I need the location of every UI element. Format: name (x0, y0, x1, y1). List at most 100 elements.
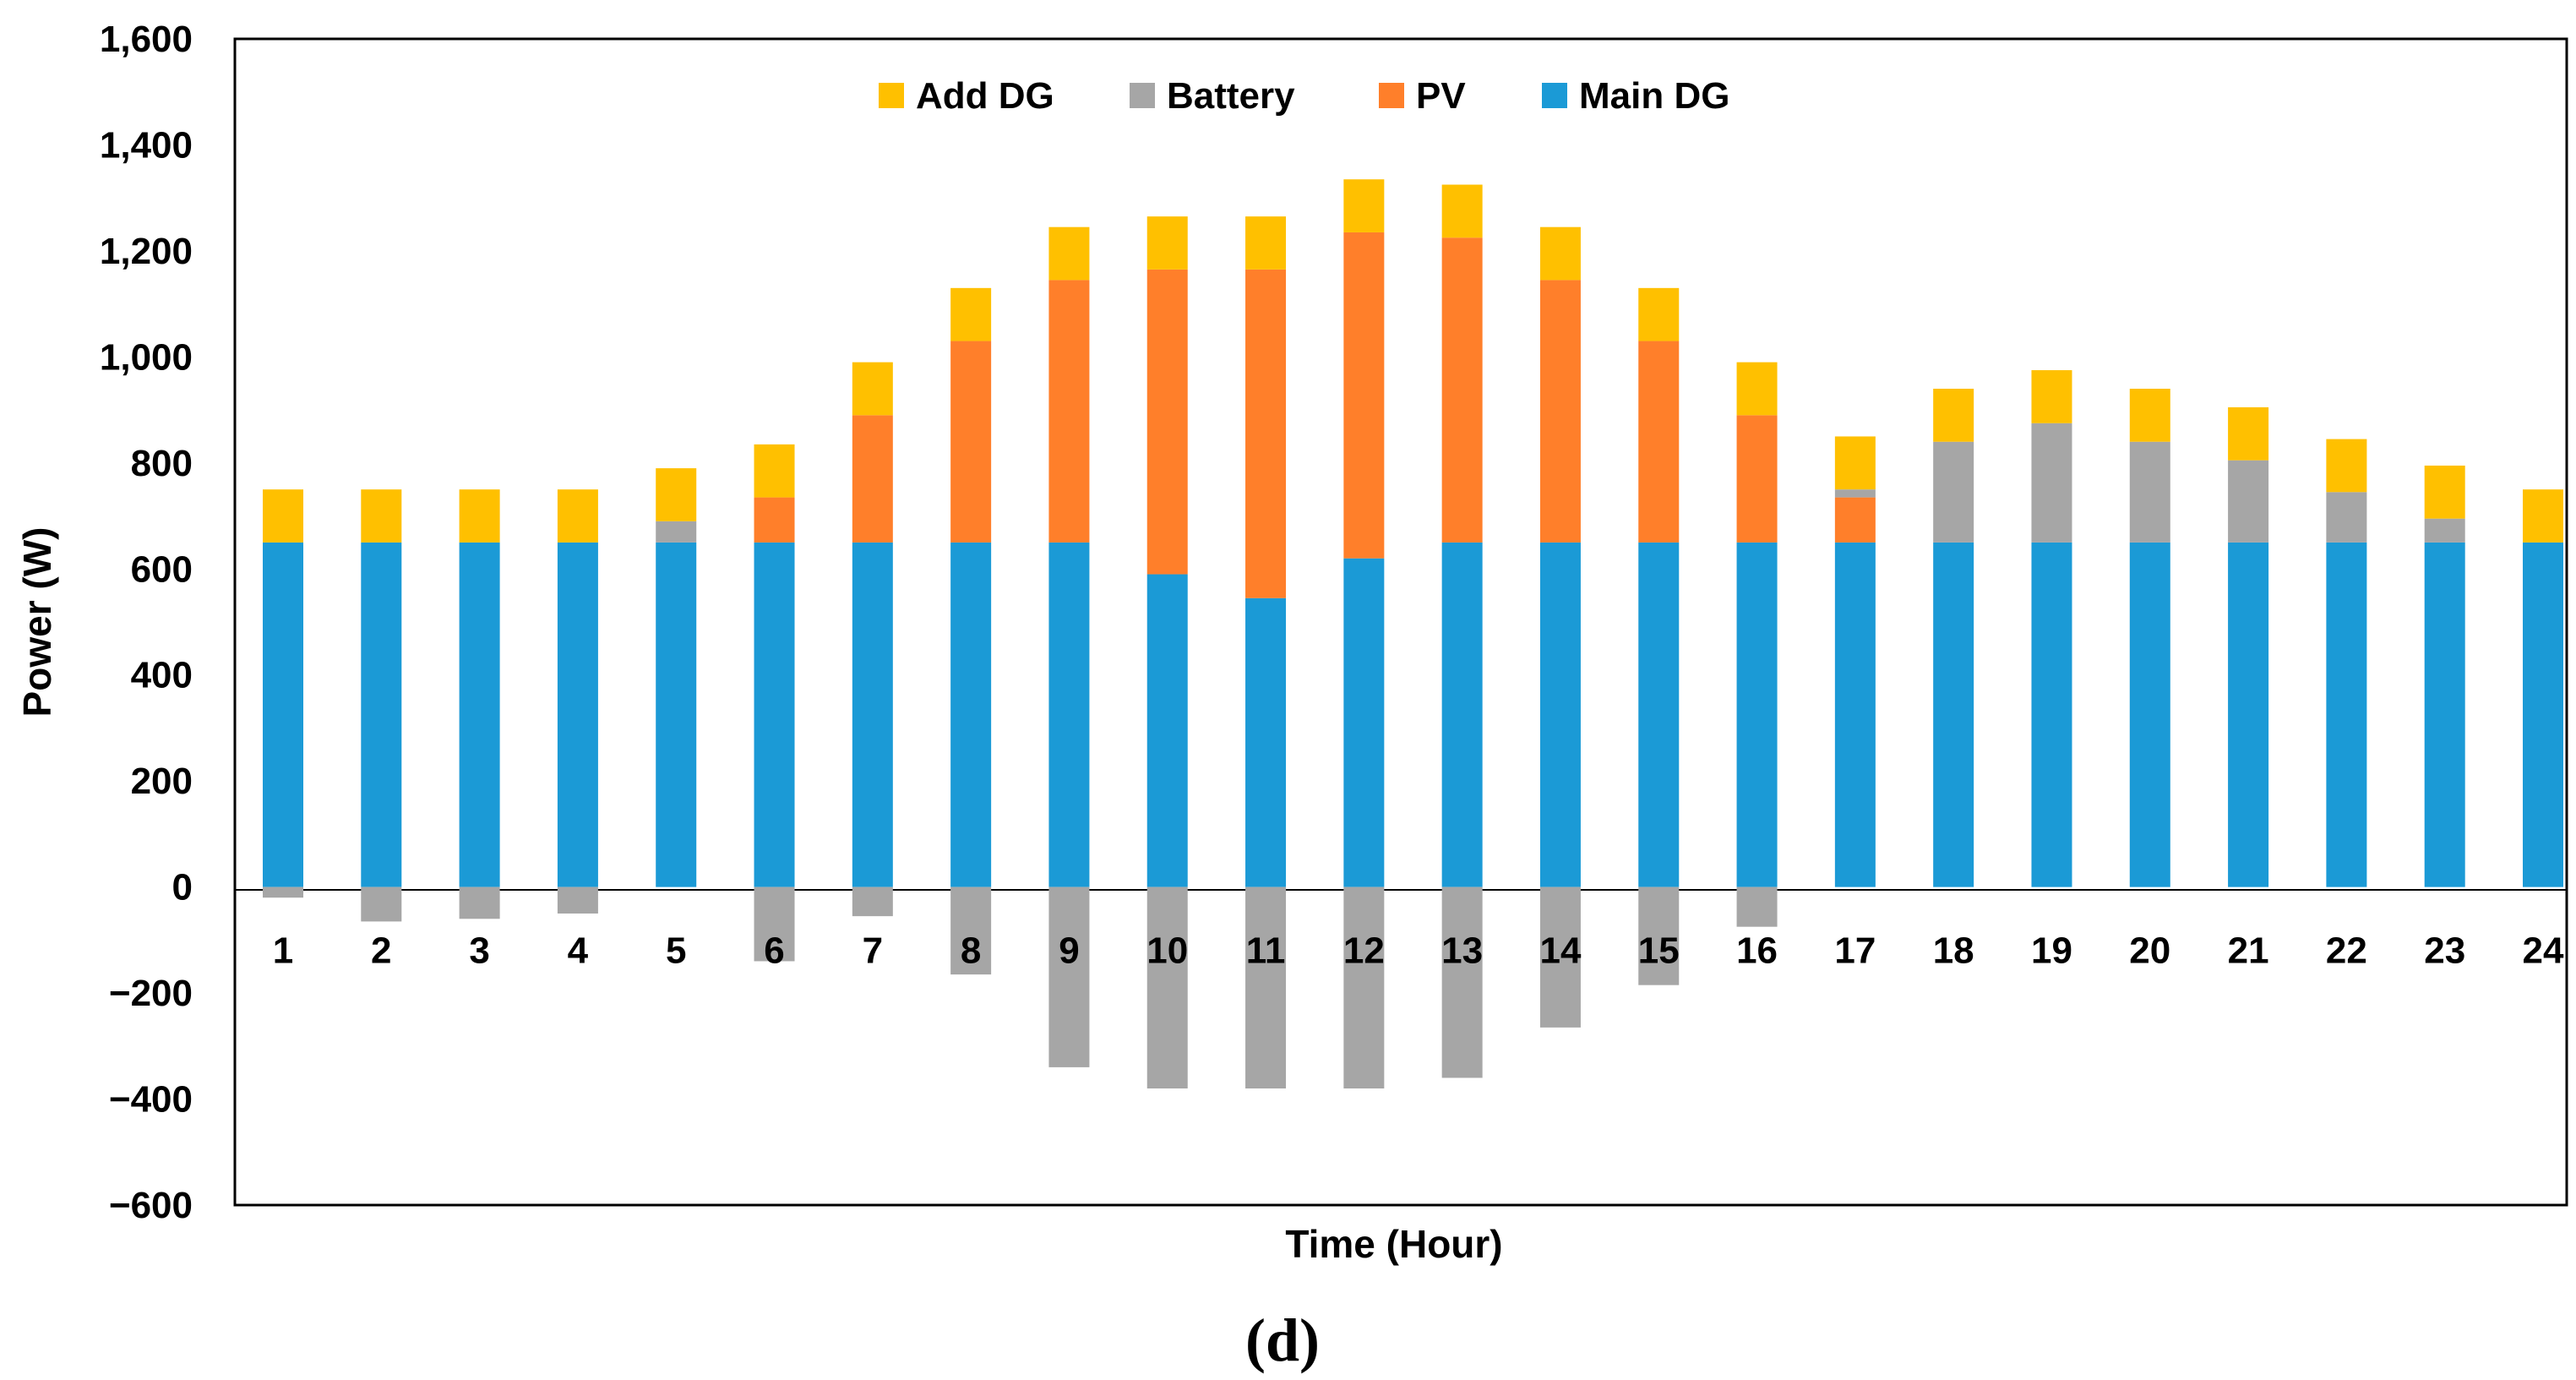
bar-battery-hour-20 (2129, 441, 2170, 543)
bar-main-dg-hour-1 (263, 542, 303, 887)
bar-add-dg-hour-13 (1441, 184, 1483, 238)
bar-battery-hour-19 (2031, 423, 2072, 543)
y-tick-label: −400 (109, 1079, 193, 1121)
bar-add-dg-hour-15 (1638, 287, 1680, 341)
bar-pv-hour-8 (950, 341, 992, 543)
legend-label-add-dg: Add DG (916, 75, 1054, 117)
y-tick-label: 1,600 (100, 19, 193, 60)
x-axis-title: Time (Hour) (1285, 1222, 1502, 1266)
bar-pv-hour-17 (1834, 497, 1876, 543)
bar-battery-hour-4 (557, 886, 598, 914)
bar-add-dg-hour-18 (1933, 389, 1974, 442)
y-tick-label: 1,400 (100, 124, 193, 166)
bar-add-dg-hour-6 (754, 444, 795, 498)
bar-battery-hour-5 (656, 521, 697, 543)
bar-add-dg-hour-8 (950, 287, 992, 341)
bar-battery-hour-6 (754, 886, 795, 962)
y-tick-label: 1,200 (100, 231, 193, 272)
bar-main-dg-hour-19 (2031, 542, 2072, 887)
x-tick-label: 8 (961, 930, 981, 972)
bar-add-dg-hour-9 (1048, 226, 1090, 281)
x-tick-label: 13 (1441, 930, 1483, 972)
bar-battery-hour-23 (2424, 518, 2465, 543)
bar-main-dg-hour-10 (1146, 574, 1188, 887)
legend-swatch-battery (1130, 83, 1155, 108)
bar-add-dg-hour-7 (852, 362, 893, 416)
bar-battery-hour-15 (1638, 886, 1680, 985)
bar-main-dg-hour-2 (361, 542, 402, 887)
legend-label-main-dg: Main DG (1579, 75, 1729, 117)
bar-main-dg-hour-6 (754, 542, 795, 887)
x-tick-label: 12 (1343, 930, 1385, 972)
y-tick-label: 200 (131, 761, 193, 802)
bar-add-dg-hour-3 (459, 489, 500, 543)
bar-main-dg-hour-23 (2424, 542, 2465, 887)
x-tick-label: 17 (1834, 930, 1876, 972)
x-tick-label: 7 (863, 930, 883, 972)
legend-label-pv: PV (1416, 75, 1466, 117)
bar-pv-hour-13 (1441, 237, 1483, 543)
bar-add-dg-hour-11 (1245, 216, 1287, 270)
bar-add-dg-hour-24 (2523, 489, 2563, 543)
plot-area-frame (233, 37, 2568, 1207)
bar-battery-hour-22 (2326, 492, 2367, 543)
bar-add-dg-hour-4 (557, 489, 598, 543)
legend: Add DG Battery PV Main DG (879, 75, 1729, 117)
bar-main-dg-hour-12 (1343, 558, 1385, 887)
x-tick-labels: 1 2 3 4 5 6 7 8 9 10 11 12 13 14 15 16 17 18 19 20 21 22 23 24 (273, 930, 2564, 972)
x-tick-label: 14 (1539, 930, 1581, 972)
bar-battery-hour-18 (1933, 441, 1974, 543)
x-tick-label: 18 (1933, 930, 1974, 972)
bar-battery-hour-3 (459, 886, 500, 919)
bar-pv-hour-15 (1638, 341, 1680, 543)
bar-add-dg-hour-5 (656, 468, 697, 521)
y-tick-label: −600 (109, 1185, 193, 1226)
x-tick-label: 10 (1146, 930, 1188, 972)
x-tick-label: 6 (764, 930, 784, 972)
bar-main-dg-hour-9 (1048, 542, 1090, 887)
bar-add-dg-hour-1 (263, 489, 303, 543)
legend-swatch-pv (1379, 83, 1404, 108)
bar-main-dg-hour-17 (1834, 542, 1876, 887)
bar-add-dg-hour-16 (1736, 362, 1778, 416)
bar-main-dg-hour-7 (852, 542, 893, 887)
bar-battery-hour-11 (1245, 886, 1287, 1088)
bar-battery-hour-14 (1539, 886, 1581, 1028)
x-tick-label: 19 (2031, 930, 2072, 972)
x-tick-label: 23 (2424, 930, 2465, 972)
bar-battery-hour-9 (1048, 886, 1090, 1067)
x-tick-label: 9 (1059, 930, 1079, 972)
legend-swatch-main-dg (1542, 83, 1567, 108)
y-tick-label: 1,000 (100, 336, 193, 378)
bar-main-dg-hour-4 (557, 542, 598, 887)
bar-add-dg-hour-19 (2031, 370, 2072, 423)
legend-label-battery: Battery (1167, 75, 1295, 117)
y-tick-label: −200 (109, 973, 193, 1014)
y-tick-label: 0 (172, 867, 193, 908)
y-axis-title: Power (W) (15, 527, 59, 717)
x-tick-label: 3 (469, 930, 489, 972)
bar-main-dg-hour-16 (1736, 542, 1778, 887)
bar-add-dg-hour-12 (1343, 179, 1385, 232)
bar-main-dg-hour-24 (2523, 542, 2563, 887)
x-tick-label: 4 (568, 930, 589, 972)
x-tick-label: 22 (2326, 930, 2367, 972)
bar-main-dg-hour-3 (459, 542, 500, 887)
bar-battery-hour-1 (263, 886, 303, 898)
bar-pv-hour-7 (852, 415, 893, 543)
bar-battery-hour-12 (1343, 886, 1385, 1088)
bar-pv-hour-12 (1343, 232, 1385, 559)
bar-add-dg-hour-2 (361, 489, 402, 543)
bar-battery-hour-21 (2228, 460, 2269, 543)
bar-battery-hour-8 (950, 886, 992, 975)
x-tick-label: 21 (2228, 930, 2269, 972)
bar-main-dg-hour-20 (2129, 542, 2170, 887)
bar-add-dg-hour-17 (1834, 436, 1876, 490)
y-tick-labels: −600 −400 −200 0 200 400 600 800 1,000 1,200 1,400… (100, 19, 193, 1226)
y-tick-label: 400 (131, 655, 193, 696)
bar-main-dg-hour-22 (2326, 542, 2367, 887)
bar-main-dg-hour-21 (2228, 542, 2269, 887)
bars-group (263, 179, 2563, 1088)
bar-add-dg-hour-14 (1539, 226, 1581, 281)
